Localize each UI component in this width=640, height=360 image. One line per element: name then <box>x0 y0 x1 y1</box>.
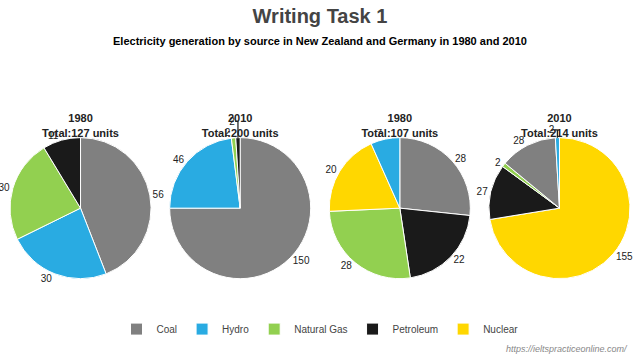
svg-text:1980Total:127 units: 1980Total:127 units <box>42 112 119 138</box>
svg-text:155: 155 <box>616 251 633 262</box>
svg-text:2: 2 <box>229 116 235 127</box>
svg-text:Petroleum: Petroleum <box>393 324 439 335</box>
svg-text:Coal: Coal <box>157 324 178 335</box>
svg-text:2: 2 <box>495 157 501 168</box>
svg-text:Natural Gas: Natural Gas <box>294 324 347 335</box>
svg-text:2: 2 <box>225 127 231 138</box>
svg-text:28: 28 <box>513 135 525 146</box>
svg-text:30: 30 <box>0 182 10 193</box>
svg-text:2010Total:200 units: 2010Total:200 units <box>202 112 279 138</box>
svg-text:28: 28 <box>341 260 353 271</box>
svg-text:30: 30 <box>41 273 53 284</box>
svg-text:1980Total:107 units: 1980Total:107 units <box>361 112 438 138</box>
svg-text:Writing Task 1: Writing Task 1 <box>253 5 388 27</box>
svg-text:Hydro: Hydro <box>222 324 249 335</box>
svg-text:11: 11 <box>48 130 59 141</box>
svg-text:46: 46 <box>173 154 185 165</box>
svg-text:22: 22 <box>454 254 466 265</box>
svg-text:7: 7 <box>376 128 382 139</box>
svg-text:2: 2 <box>549 124 555 135</box>
svg-text:2010Total:214 units: 2010Total:214 units <box>521 112 598 138</box>
svg-text:150: 150 <box>293 255 310 266</box>
svg-text:28: 28 <box>455 153 467 164</box>
svg-text:20: 20 <box>326 164 338 175</box>
svg-text:56: 56 <box>153 189 165 200</box>
svg-text:Electricity generation by sour: Electricity generation by source in New … <box>113 35 527 47</box>
svg-text:27: 27 <box>477 186 489 197</box>
svg-text:https://ieltspracticeonline.co: https://ieltspracticeonline.com/ <box>506 344 628 354</box>
svg-text:Nuclear: Nuclear <box>483 324 518 335</box>
